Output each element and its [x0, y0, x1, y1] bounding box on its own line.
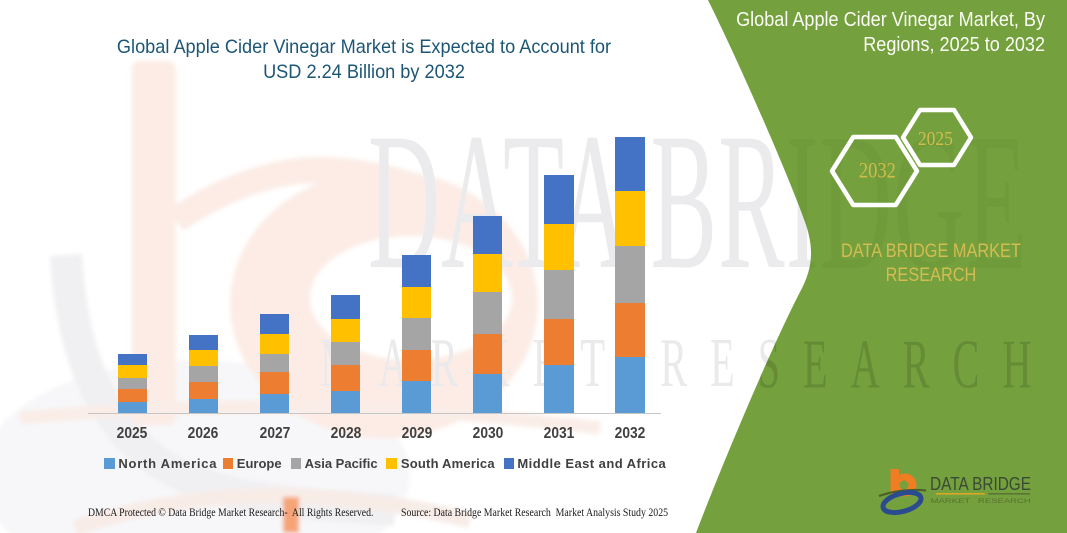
svg-text:2025: 2025 — [918, 128, 953, 150]
svg-text:DATA BRIDGE: DATA BRIDGE — [930, 473, 1031, 494]
svg-text:MARKET RESEARCH: MARKET RESEARCH — [931, 498, 1031, 505]
svg-text:2032: 2032 — [859, 158, 896, 183]
